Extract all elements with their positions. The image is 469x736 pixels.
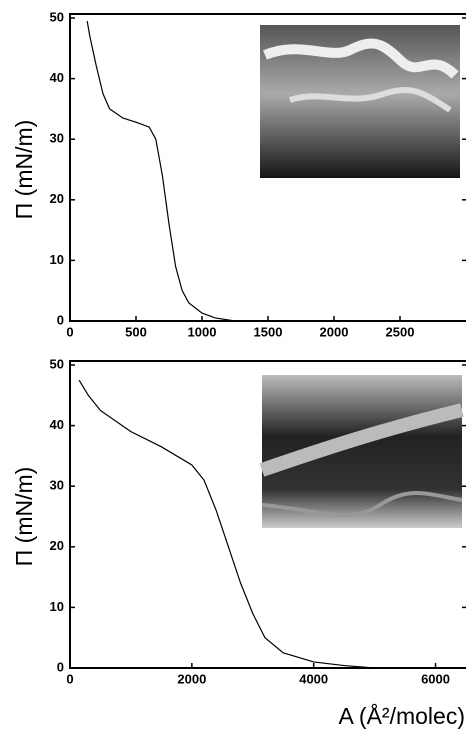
- y-tick-label: 40: [50, 70, 64, 85]
- y-tick-label: 30: [50, 478, 64, 493]
- y-tick-label: 50: [50, 356, 64, 371]
- y-tick-label: 20: [50, 191, 64, 206]
- x-tick-label: 0: [66, 324, 73, 339]
- y-tick-label: 10: [50, 599, 64, 614]
- x-tick-label: 2000: [320, 324, 349, 339]
- y-tick-label: 10: [50, 252, 64, 267]
- x-tick-label: 1500: [254, 324, 283, 339]
- y-tick-label: 40: [50, 417, 64, 432]
- axes-frame: [69, 360, 466, 669]
- x-tick-label: 2500: [386, 324, 415, 339]
- y-tick-label: 0: [57, 312, 64, 327]
- inset-image-bottom: [259, 375, 464, 528]
- x-tick-label: 6000: [421, 671, 450, 686]
- y-tick-label: 30: [50, 131, 64, 146]
- isotherm-line: [86, 20, 236, 322]
- inset-image-top: [260, 25, 460, 178]
- x-axis-label: A (Å²/molec): [338, 702, 465, 729]
- y-tick-label: 20: [50, 538, 64, 553]
- isotherm-line: [78, 379, 375, 669]
- x-tick-label: 4000: [299, 671, 328, 686]
- x-tick-label: 0: [66, 671, 73, 686]
- x-tick-label: 2000: [177, 671, 206, 686]
- y-tick-label: 50: [50, 9, 64, 24]
- y-axis-label: Π (mN/m): [11, 467, 37, 567]
- x-tick-label: 500: [125, 324, 147, 339]
- y-tick-label: 0: [57, 659, 64, 674]
- y-axis-label: Π (mN/m): [11, 120, 37, 220]
- x-tick-label: 1000: [188, 324, 217, 339]
